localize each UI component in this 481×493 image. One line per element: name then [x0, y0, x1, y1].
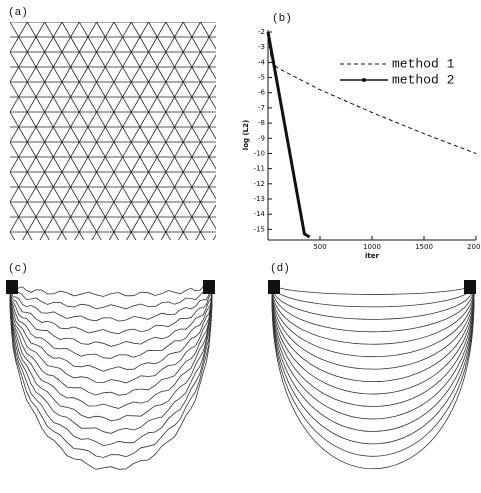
contour-line	[9, 294, 213, 434]
mesh-edge	[108, 54, 216, 240]
contour-line	[271, 292, 475, 395]
contour-line	[9, 286, 213, 359]
mesh-edge	[182, 22, 216, 80]
x-tick-label: 1500	[415, 243, 433, 251]
contour-line	[271, 286, 475, 333]
panel-label: (a)	[8, 7, 28, 19]
y-tick-label: -4	[258, 58, 266, 66]
series-line	[266, 31, 311, 239]
contour-line	[271, 289, 475, 358]
contour-line	[9, 285, 213, 347]
corner-block	[6, 280, 18, 294]
y-tick-label: -3	[258, 43, 265, 51]
contour-line	[9, 283, 213, 310]
legend-label: method 1	[392, 56, 455, 71]
y-tick-label: -2	[258, 28, 265, 36]
y-tick-label: -8	[258, 119, 265, 127]
mesh-edge	[0, 22, 10, 262]
x-axis-label: iter	[365, 252, 379, 260]
y-tick-label: -13	[254, 195, 265, 203]
contour-line	[271, 282, 475, 295]
x-tick-label: 1000	[363, 243, 381, 251]
mesh-edge	[10, 22, 63, 113]
mesh-edge	[148, 22, 216, 140]
mesh-edge	[178, 174, 216, 240]
contour-line	[271, 293, 475, 407]
contour-line	[9, 289, 213, 372]
contour-line	[9, 299, 213, 458]
mesh-edge	[74, 22, 201, 240]
panel-label: (d)	[270, 263, 290, 275]
mesh-edge	[195, 204, 216, 240]
contour-line	[9, 285, 213, 322]
y-tick-label: -9	[258, 134, 265, 142]
contour-line	[9, 301, 213, 470]
contour-line	[271, 299, 475, 470]
mesh-edge	[10, 201, 33, 240]
y-tick-label: -6	[258, 89, 266, 97]
contour-line	[9, 281, 213, 297]
contour-line	[9, 292, 213, 384]
contour-plot-d	[271, 282, 475, 470]
contour-line	[271, 284, 475, 308]
contour-line	[271, 296, 475, 432]
contour-plot-c	[9, 281, 213, 470]
corner-block	[464, 280, 476, 294]
x-tick-label: 500	[313, 243, 326, 251]
mesh-edge	[10, 22, 132, 233]
mesh-edge	[10, 22, 80, 143]
mesh-edge	[460, 22, 481, 262]
corner-block	[268, 280, 280, 294]
mesh-edge	[10, 22, 45, 83]
mesh-edge	[22, 22, 149, 240]
panel-label: (b)	[272, 13, 292, 25]
legend-label: method 2	[392, 72, 454, 87]
mesh-edge	[478, 22, 481, 262]
mesh-edge	[10, 171, 50, 240]
y-tick-label: -10	[254, 149, 265, 157]
y-tick-label: -14	[254, 210, 266, 218]
contour-line	[9, 296, 213, 447]
series-line	[267, 31, 477, 154]
y-tick-label: -15	[254, 225, 265, 233]
mesh-edge	[126, 84, 216, 240]
y-tick-label: -11	[254, 165, 265, 173]
y-tick-label: -12	[254, 180, 265, 188]
x-tick-label: 2000	[467, 243, 481, 251]
mesh-edge	[10, 22, 115, 203]
mesh	[0, 22, 481, 262]
contour-line	[271, 285, 475, 320]
y-tick-label: -5	[258, 74, 265, 82]
legend-marker	[362, 78, 366, 82]
contour-line	[271, 287, 475, 345]
contour-line	[271, 291, 475, 382]
contour-line	[9, 292, 213, 409]
contour-line	[9, 293, 213, 396]
mesh-edge	[270, 22, 409, 262]
mesh-edge	[10, 22, 97, 173]
mesh-edge	[143, 114, 216, 240]
mesh-edge	[91, 24, 216, 240]
contour-line	[271, 290, 475, 370]
y-tick-label: -7	[258, 104, 265, 112]
mesh-edge	[165, 22, 216, 110]
mesh-edge	[270, 22, 409, 262]
contour-line	[9, 292, 213, 422]
mesh-edge	[39, 22, 167, 240]
mesh-edge	[212, 234, 216, 240]
mesh-edge	[10, 22, 11, 23]
contour-line	[9, 285, 213, 335]
corner-block	[203, 280, 215, 294]
mesh-edge	[200, 22, 216, 50]
y-axis-label: log (L2)	[242, 120, 250, 150]
mesh-edge	[56, 22, 184, 240]
panel-label: (c)	[8, 263, 28, 275]
mesh-edge	[160, 144, 216, 240]
